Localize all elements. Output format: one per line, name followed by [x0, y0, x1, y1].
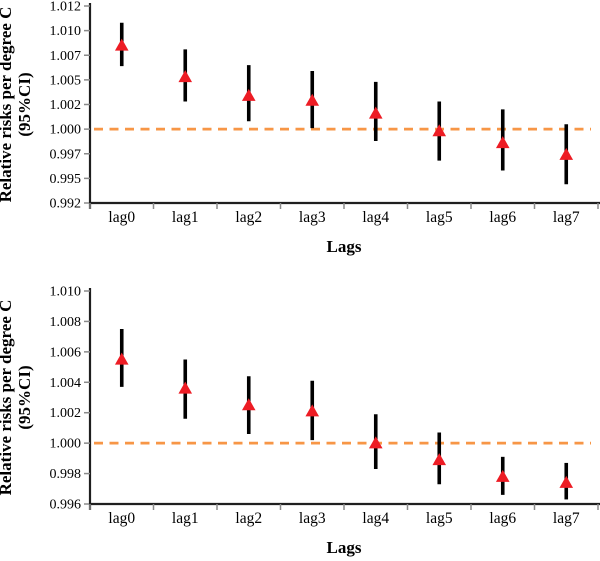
- point-marker: [368, 106, 383, 119]
- x-category-label: lag7: [553, 209, 580, 226]
- x-category-label: lag7: [553, 510, 580, 527]
- x-category-label: lag5: [426, 510, 453, 527]
- x-category-label: lag5: [426, 209, 453, 226]
- point-marker: [178, 381, 193, 394]
- point-marker: [178, 70, 193, 83]
- x-category-label: lag2: [235, 209, 262, 226]
- y-tick-label: 1.010: [50, 285, 82, 300]
- point-marker: [305, 404, 320, 417]
- point-marker: [114, 352, 129, 365]
- y-tick-label: 1.006: [50, 345, 82, 360]
- y-tick-label: 1.007: [50, 49, 82, 64]
- x-category-label: lag1: [172, 510, 199, 527]
- x-category-label: lag4: [362, 510, 389, 527]
- bottom-chart-panel: 1.010 1.008 1.006 1.004 1.002 1.000 0.998 0.996…: [0, 285, 600, 557]
- x-category-label: lag6: [489, 209, 516, 226]
- y-tick-label: 1.008: [50, 315, 82, 330]
- point-marker: [432, 124, 447, 137]
- x-category-label: lag1: [172, 209, 199, 226]
- y-tick-label: 1.002: [50, 98, 82, 113]
- x-axis-title: Lags: [327, 538, 362, 557]
- point-marker: [368, 436, 383, 449]
- x-category-label: lag0: [108, 510, 135, 527]
- point-marker: [305, 93, 320, 106]
- point-marker: [241, 398, 256, 411]
- y-tick-label: 0.992: [50, 197, 82, 212]
- y-tick-label: 1.002: [50, 406, 82, 421]
- y-axis-title-sub: (95%CI): [15, 72, 34, 136]
- x-category-label: lag3: [299, 209, 326, 226]
- point-marker: [114, 38, 129, 51]
- y-tick-label: 1.010: [50, 24, 82, 39]
- point-marker: [495, 136, 510, 149]
- top-chart-panel: 1.012 1.010 1.007 1.005 1.002 1.000 0.997 0.995…: [0, 0, 600, 256]
- y-tick-label: 1.004: [50, 376, 82, 391]
- y-tick-label: 0.995: [50, 172, 82, 187]
- x-category-label: lag3: [299, 510, 326, 527]
- y-tick-label: 0.996: [50, 498, 82, 513]
- point-marker: [559, 475, 574, 488]
- y-tick-label: 1.012: [50, 0, 82, 15]
- y-tick-label: 0.998: [50, 467, 82, 482]
- y-tick-label: 1.005: [50, 73, 82, 88]
- point-marker: [432, 453, 447, 466]
- y-tick-label: 1.000: [50, 437, 82, 452]
- point-marker: [559, 147, 574, 160]
- x-category-label: lag4: [362, 209, 389, 226]
- x-category-label: lag6: [489, 510, 516, 527]
- y-tick-label: 0.997: [50, 147, 82, 162]
- x-category-label: lag2: [235, 510, 262, 527]
- y-axis-title: Relative risks per degree C: [0, 300, 15, 496]
- y-axis-title: Relative risks per degree C: [0, 7, 15, 203]
- y-tick-label: 1.000: [50, 123, 82, 138]
- point-marker: [241, 88, 256, 101]
- y-axis-title-sub: (95%CI): [15, 365, 34, 429]
- x-category-label: lag0: [108, 209, 135, 226]
- point-marker: [495, 469, 510, 482]
- x-axis-title: Lags: [327, 237, 362, 256]
